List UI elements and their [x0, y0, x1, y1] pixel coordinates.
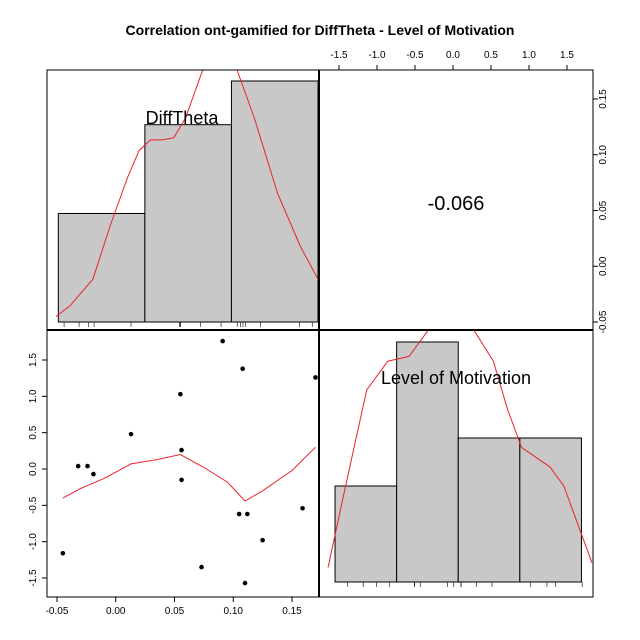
hist-bar-difftheta	[230, 80, 319, 323]
x-tick-label-top: 0.5	[484, 50, 498, 61]
panel-bottom-left	[46, 330, 319, 598]
scatter-point	[179, 477, 184, 483]
x-tick-label-top: 0.0	[446, 50, 460, 61]
panel-top-left	[46, 69, 319, 330]
x-tick-label-bottom: 0.15	[282, 606, 302, 617]
x-tick-label-top: -1.5	[330, 50, 348, 61]
scatter-point	[91, 471, 96, 477]
y-tick-label-right: 0.15	[598, 89, 609, 109]
density-line-difftheta	[55, 70, 319, 317]
scatter-point	[245, 511, 250, 517]
y-tick-label-right: 0.00	[598, 256, 609, 276]
scatter-point	[260, 537, 265, 543]
y-tick-label-right: 0.05	[598, 200, 609, 220]
scatter-point	[242, 580, 248, 586]
y-tick-label-left: 1.0	[28, 389, 39, 403]
y-tick-label-left: -0.5	[28, 496, 39, 514]
correlation-value: -0.066	[428, 193, 485, 215]
y-tick-label-right: -0.05	[598, 310, 609, 333]
hist-bar-motivation	[334, 485, 398, 583]
x-tick-label-top: -1.0	[368, 50, 386, 61]
chart-title: Correlation ont-gamified for DiffTheta -…	[126, 22, 515, 38]
y-tick-label-left: 0.0	[28, 462, 39, 476]
diag-label-difftheta: DiffTheta	[146, 108, 220, 128]
hist-bar-motivation	[396, 341, 459, 583]
scatter-point	[236, 511, 242, 517]
scatter-point	[300, 505, 305, 511]
scatter-point	[220, 338, 225, 344]
hist-bar-motivation	[457, 437, 521, 583]
density-line-motivation	[327, 330, 593, 568]
x-tick-label-top: -0.5	[406, 50, 424, 61]
panel-bottom-right	[319, 330, 594, 598]
scatter-point	[179, 447, 184, 453]
x-tick-label-top: 1.0	[522, 50, 536, 61]
y-tick-label-left: -1.0	[28, 533, 39, 551]
hist-bar-difftheta	[57, 212, 146, 323]
x-tick-label-bottom: 0.10	[224, 606, 244, 617]
x-tick-label-bottom: 0.05	[165, 606, 185, 617]
hist-bar-motivation	[519, 437, 582, 583]
y-tick-label-left: 1.5	[28, 353, 39, 367]
scatter-point	[128, 431, 134, 437]
x-tick-label-bottom: -0.05	[46, 606, 69, 617]
scatter-point	[60, 550, 66, 556]
scatter-point	[240, 366, 245, 372]
scatter-point	[75, 463, 81, 469]
scatter-point	[85, 463, 90, 469]
scatter-point	[199, 564, 204, 570]
x-tick-label-top: 1.5	[560, 50, 574, 61]
y-tick-label-left: -1.5	[28, 569, 39, 587]
diag-label-motivation: Level of Motivation	[381, 368, 531, 388]
smooth-line	[62, 446, 316, 502]
scatter-point	[178, 391, 183, 397]
x-tick-label-bottom: 0.00	[106, 606, 126, 617]
y-tick-label-left: 0.5	[28, 425, 39, 439]
y-tick-label-right: 0.10	[598, 145, 609, 165]
hist-bar-difftheta	[144, 124, 232, 323]
scatter-point	[313, 375, 318, 380]
